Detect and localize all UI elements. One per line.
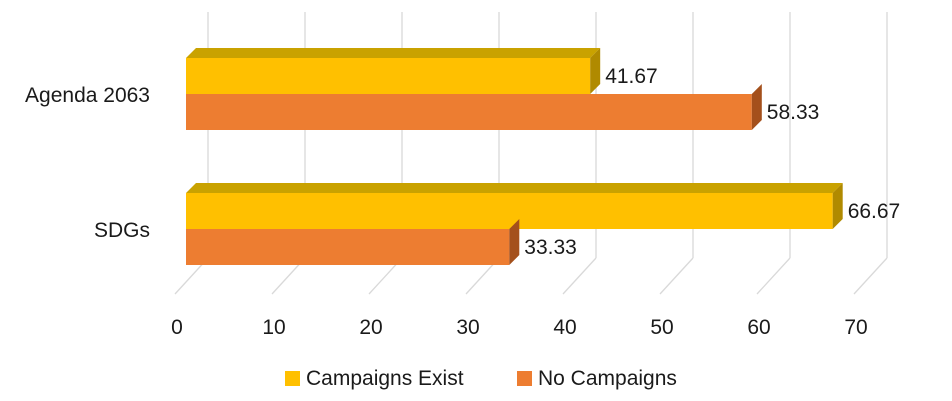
bar-side-face xyxy=(751,84,762,130)
data-label: 41.67 xyxy=(605,65,658,88)
bars xyxy=(186,48,843,265)
legend-swatch xyxy=(285,371,300,386)
gridline-floor xyxy=(853,257,888,295)
bar xyxy=(186,58,591,94)
y-category-label: Agenda 2063 xyxy=(25,84,150,107)
bar-side-face xyxy=(832,183,843,229)
x-tick-label: 20 xyxy=(359,316,382,339)
data-label: 33.33 xyxy=(524,236,577,259)
x-tick-label: 60 xyxy=(747,316,770,339)
x-tick-label: 50 xyxy=(650,316,673,339)
axis-labels: 0 10 20 30 40 50 60 70 Agenda 2063 SDGs xyxy=(25,84,868,339)
gridline-floor xyxy=(562,257,597,295)
bar xyxy=(186,229,510,265)
data-label: 66.67 xyxy=(848,200,901,223)
data-labels: 41.67 58.33 66.67 33.33 xyxy=(524,65,900,259)
legend-label: Campaigns Exist xyxy=(306,367,464,390)
x-tick-label: 40 xyxy=(553,316,576,339)
legend: Campaigns Exist No Campaigns xyxy=(285,367,677,390)
bar xyxy=(186,94,752,130)
data-label: 58.33 xyxy=(767,101,820,124)
x-tick-label: 30 xyxy=(456,316,479,339)
gridline-floor xyxy=(756,257,791,295)
y-category-label: SDGs xyxy=(94,219,150,242)
bar-side-face xyxy=(590,48,601,94)
bar-top-face xyxy=(186,48,601,58)
bar xyxy=(186,193,833,229)
x-tick-label: 0 xyxy=(171,316,183,339)
gridline-floor xyxy=(659,257,694,295)
x-tick-label: 10 xyxy=(262,316,285,339)
legend-label: No Campaigns xyxy=(538,367,677,390)
bar-top-face xyxy=(186,183,843,193)
bar-side-face xyxy=(509,219,520,265)
legend-swatch xyxy=(517,371,532,386)
x-tick-label: 70 xyxy=(844,316,867,339)
